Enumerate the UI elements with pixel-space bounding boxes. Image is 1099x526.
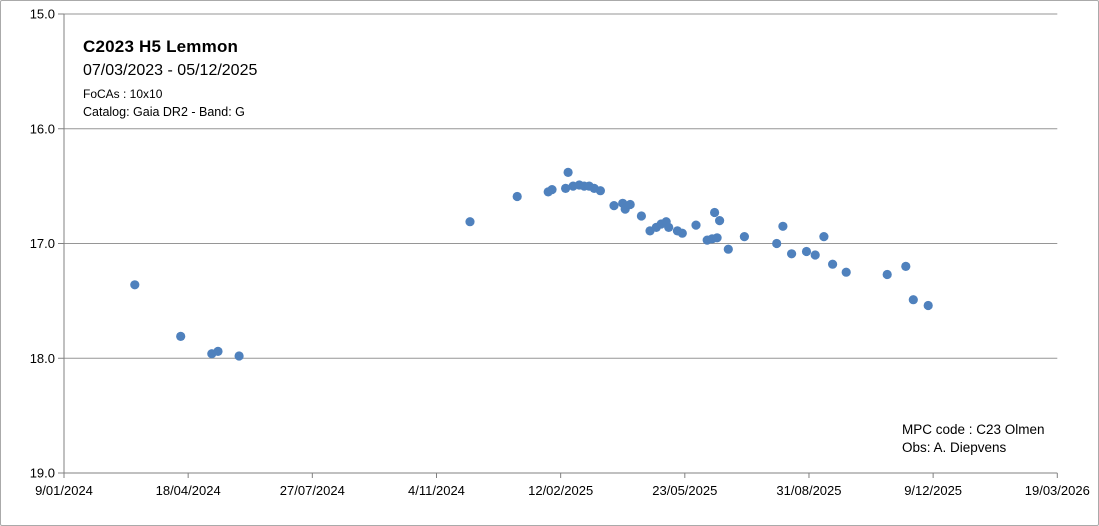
data-point — [710, 207, 720, 218]
data-point — [609, 201, 619, 211]
data-point — [130, 280, 140, 290]
data-point — [801, 246, 812, 257]
x-tick-label: 9/01/2024 — [35, 483, 93, 498]
y-tick-label: 18.0 — [30, 351, 55, 366]
x-tick-label: 23/05/2025 — [652, 483, 717, 498]
data-point — [712, 233, 722, 243]
data-point — [563, 167, 573, 177]
data-point — [677, 228, 687, 238]
data-point — [213, 346, 223, 356]
x-tick-label: 19/03/2026 — [1025, 483, 1090, 498]
data-point — [778, 221, 788, 231]
x-tick-label: 27/07/2024 — [280, 483, 345, 498]
data-point — [810, 250, 820, 260]
chart-date-range: 07/03/2023 - 05/12/2025 — [83, 62, 258, 79]
data-point — [772, 238, 782, 249]
data-point — [828, 259, 838, 269]
data-point — [636, 211, 647, 221]
data-point — [908, 295, 918, 305]
data-point — [739, 232, 750, 242]
data-point — [715, 216, 725, 226]
y-tick-label: 17.0 — [30, 236, 55, 251]
data-point — [465, 217, 475, 227]
y-tick-label: 19.0 — [30, 466, 55, 481]
data-point — [561, 183, 571, 193]
x-tick-label: 18/04/2024 — [156, 483, 221, 498]
chart-title-block: C2023 H5 Lemmon 07/03/2023 - 05/12/2025 … — [83, 37, 257, 119]
data-point — [625, 199, 635, 210]
chart-focas-info: FoCAs : 10x10 — [83, 87, 163, 101]
data-point — [691, 220, 701, 230]
y-tick-label: 15.0 — [30, 7, 55, 22]
data-point — [664, 222, 674, 232]
chart-catalog-info: Catalog: Gaia DR2 - Band: G — [83, 105, 245, 119]
data-point — [176, 331, 186, 341]
data-point — [819, 232, 829, 242]
data-point — [841, 267, 851, 277]
chart-title: C2023 H5 Lemmon — [83, 37, 239, 56]
x-tick-label: 9/12/2025 — [904, 483, 962, 498]
data-point — [723, 244, 733, 254]
x-tick-label: 31/08/2025 — [776, 483, 841, 498]
data-point — [787, 249, 797, 259]
x-tick-label: 4/11/2024 — [408, 483, 465, 498]
data-point — [512, 191, 522, 202]
data-point — [547, 185, 557, 195]
data-point — [234, 351, 244, 361]
observer-annotation-block: MPC code : C23 Olmen Obs: A. Diepvens — [902, 421, 1045, 457]
mpc-code-text: MPC code : C23 Olmen — [902, 422, 1045, 437]
data-point — [923, 300, 933, 311]
y-tick-label: 16.0 — [30, 121, 55, 136]
data-point — [901, 261, 911, 271]
x-tick-label: 12/02/2025 — [528, 483, 593, 498]
data-point — [882, 269, 892, 280]
data-point — [595, 186, 606, 196]
observer-text: Obs: A. Diepvens — [902, 440, 1007, 455]
